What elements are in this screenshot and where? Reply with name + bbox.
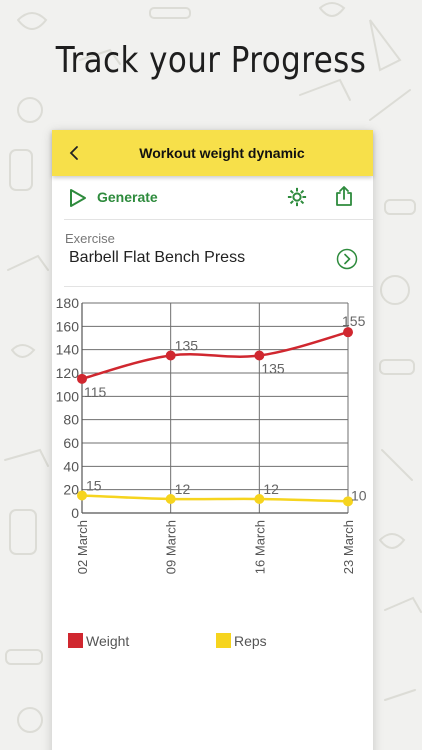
exercise-name[interactable]: Barbell Flat Bench Press (69, 249, 246, 266)
jump-rope-icon (381, 449, 413, 481)
x-tick-label: 16 March (252, 520, 267, 574)
app-screen: Workout weight dynamic Generate Exercise… (52, 130, 373, 750)
y-tick-label: 140 (56, 342, 80, 358)
dumbbell-icon (149, 7, 191, 19)
data-label-reps: 10 (351, 487, 367, 503)
divider (64, 286, 373, 287)
chart-toolbar: Generate (52, 176, 373, 220)
stopwatch-icon (380, 275, 410, 305)
exercise-label: Exercise (65, 231, 115, 246)
app-bar: Workout weight dynamic (52, 130, 373, 176)
weight-reps-chart: 0 20 40 60 80 100 120 140 160 180 02 March 09 March… (56, 295, 367, 574)
sneaker-icon (79, 48, 121, 65)
sneaker-icon (299, 78, 351, 101)
data-label-weight: 155 (342, 313, 366, 329)
data-point-reps (343, 496, 353, 507)
data-point-weight (165, 350, 176, 361)
data-point-reps (165, 494, 176, 504)
heart-icon (17, 12, 48, 30)
legend-label-weight: Weight (86, 633, 130, 649)
sneaker-icon (384, 596, 422, 613)
generate-button[interactable]: Generate (97, 189, 158, 205)
x-tick-label: 09 March (164, 520, 179, 574)
chevron-right-circle-icon[interactable] (336, 248, 358, 270)
series-line-reps (81, 494, 349, 503)
dumbbell-icon (384, 199, 416, 215)
share-icon[interactable] (334, 185, 354, 207)
y-tick-label: 120 (56, 365, 80, 381)
legend-swatch-reps (216, 633, 231, 648)
y-tick-label: 100 (56, 388, 80, 404)
bottle-icon (9, 509, 37, 555)
y-tick-label: 180 (56, 295, 80, 311)
chart-legend: Weight Reps (52, 628, 373, 658)
legend-label-reps: Reps (234, 633, 267, 649)
stopwatch-icon (17, 97, 43, 123)
x-tick-label: 23 March (341, 520, 356, 574)
y-tick-label: 0 (71, 505, 79, 521)
data-label-reps: 15 (86, 478, 102, 494)
data-point-weight (254, 350, 265, 361)
legend-swatch-weight (68, 633, 83, 648)
chevron-left-icon[interactable] (66, 144, 84, 162)
y-tick-label: 60 (63, 435, 79, 451)
y-tick-label: 160 (56, 318, 80, 334)
bottle-icon (369, 19, 402, 72)
data-label-reps: 12 (175, 481, 191, 497)
gear-icon[interactable] (287, 186, 307, 208)
divider (64, 219, 373, 220)
data-label-weight: 135 (261, 361, 285, 377)
y-tick-label: 40 (63, 458, 79, 474)
data-label-weight: 135 (175, 338, 199, 354)
data-label-weight: 115 (84, 384, 107, 400)
x-tick-label: 02 March (75, 520, 90, 574)
bottle-icon (9, 149, 33, 191)
jump-rope-icon (384, 689, 416, 701)
jump-rope-icon (369, 89, 411, 121)
stopwatch-icon (17, 707, 43, 733)
data-point-weight (77, 373, 87, 384)
series-line-weight (81, 330, 349, 381)
promo-title: Track your Progress (55, 40, 367, 81)
data-point-weight (343, 327, 353, 338)
data-point-reps (254, 494, 265, 504)
heart-icon (11, 344, 36, 358)
data-point-reps (77, 490, 87, 501)
play-icon[interactable] (68, 187, 88, 209)
y-tick-label: 80 (63, 412, 79, 428)
heart-icon (319, 2, 346, 17)
screen-title: Workout weight dynamic (139, 145, 305, 161)
y-tick-label: 20 (63, 482, 79, 498)
heart-icon (379, 533, 406, 549)
dumbbell-icon (379, 359, 415, 375)
dumbbell-icon (5, 649, 43, 665)
sneaker-icon (4, 448, 49, 467)
data-label-reps: 12 (263, 481, 279, 497)
sneaker-icon (7, 254, 49, 271)
